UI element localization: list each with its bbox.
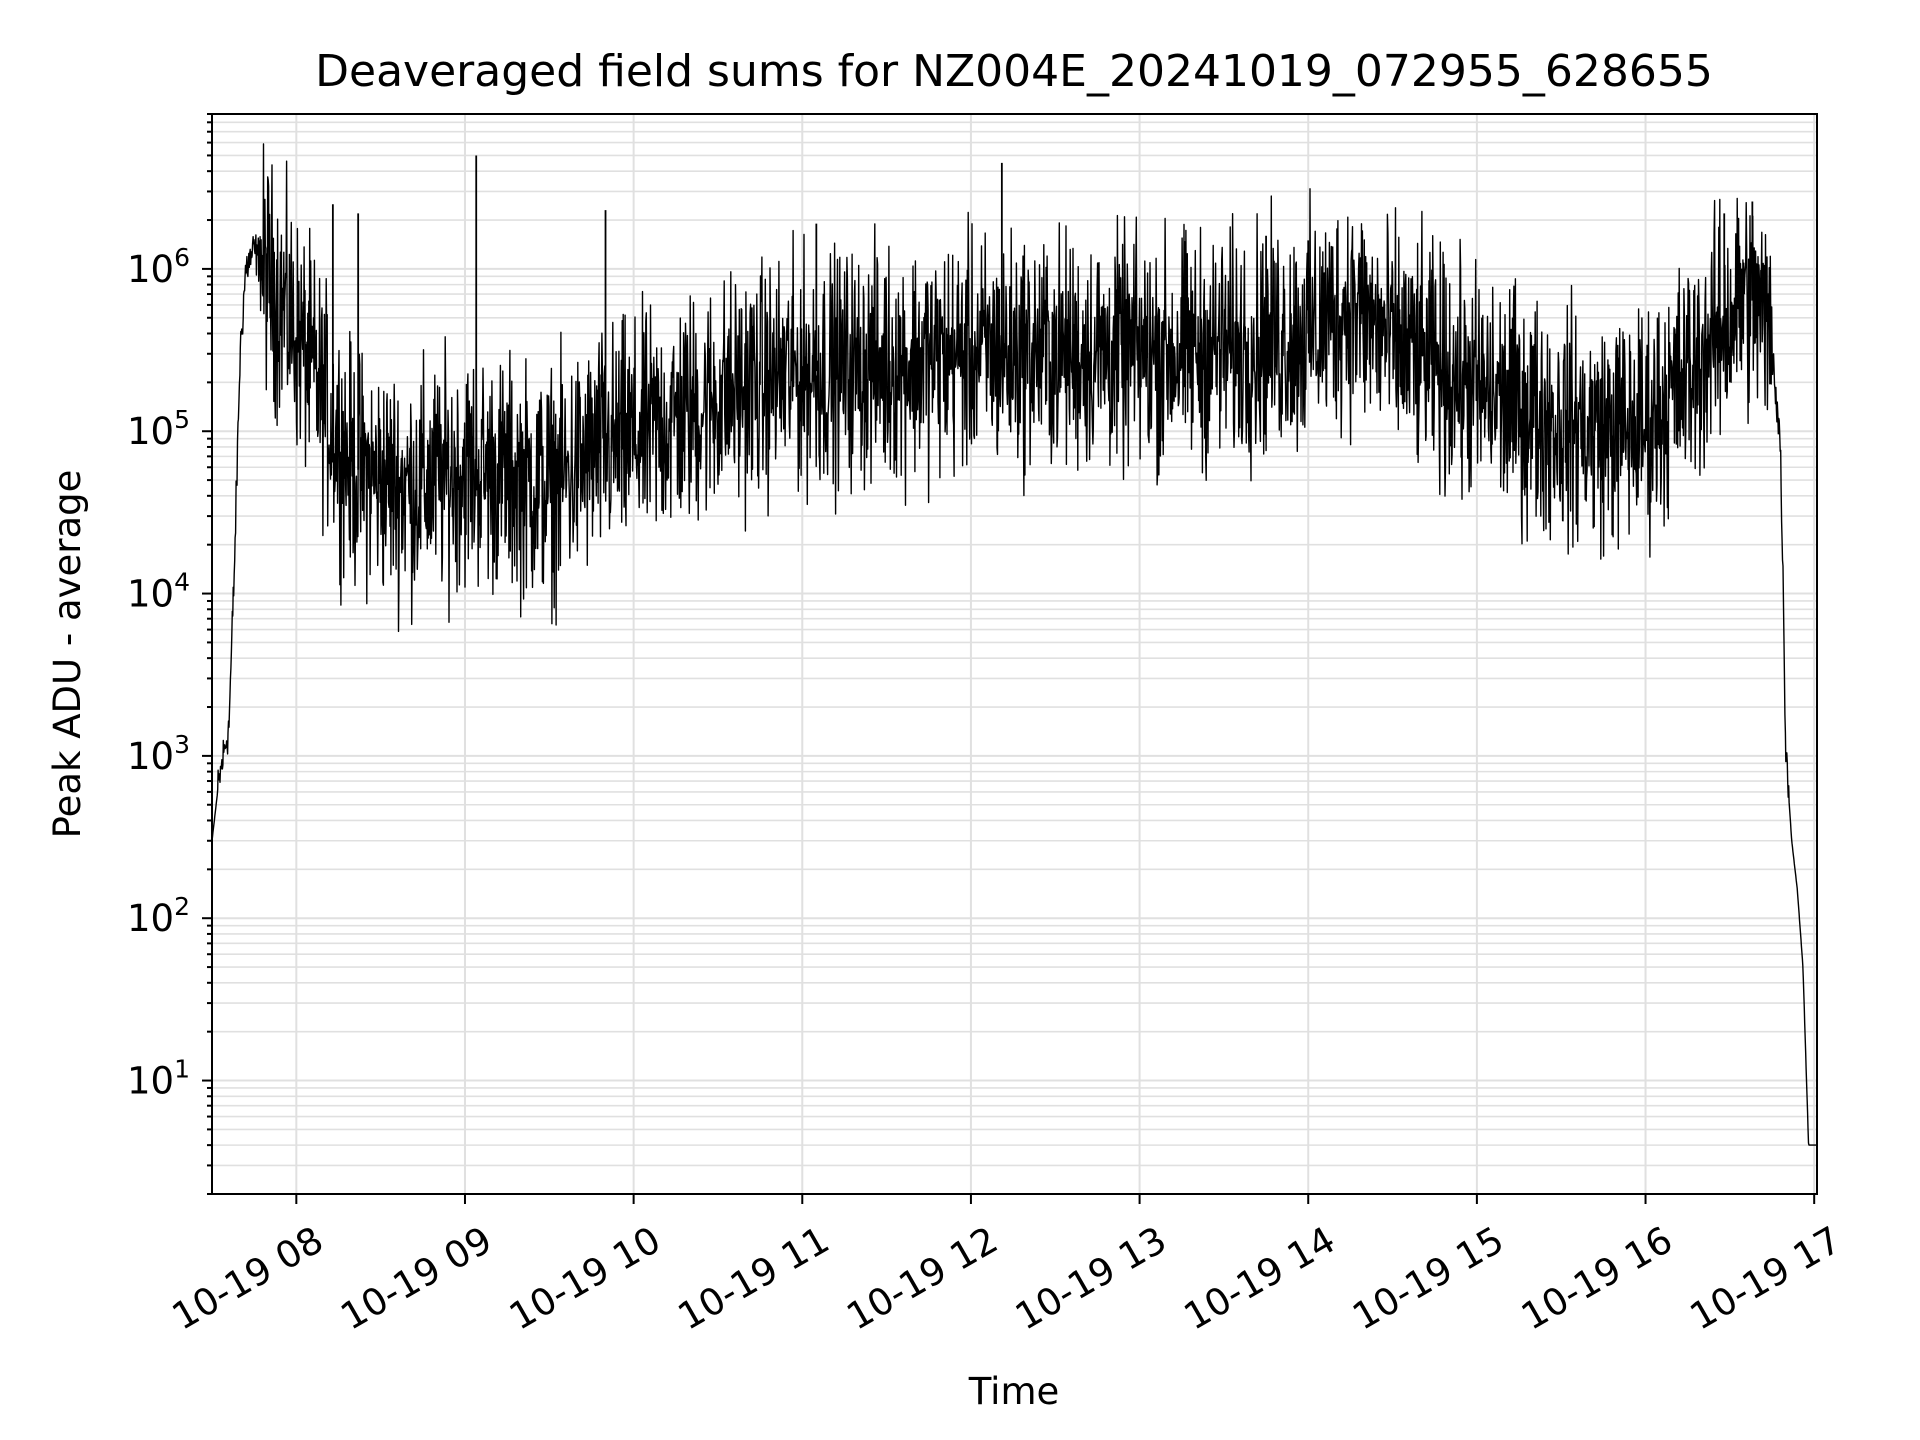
y-axis: 101 102 103 104 105 106: [127, 113, 212, 1195]
plot-frame: [211, 113, 1818, 1195]
series-line: [211, 143, 1818, 1146]
y-tick-label: 105: [127, 405, 190, 453]
y-tick-label: 103: [127, 730, 190, 778]
series-layer: [211, 143, 1818, 1146]
y-axis-label: Peak ADU - average: [46, 470, 89, 839]
y-tick-label: 102: [127, 892, 190, 940]
x-axis-label: Time: [968, 1370, 1060, 1413]
y-tick-label: 106: [127, 243, 190, 291]
chart-title: Deaveraged field sums for NZ004E_2024101…: [315, 46, 1713, 97]
y-tick-label: 101: [127, 1055, 190, 1103]
y-tick-label: 104: [127, 568, 190, 616]
